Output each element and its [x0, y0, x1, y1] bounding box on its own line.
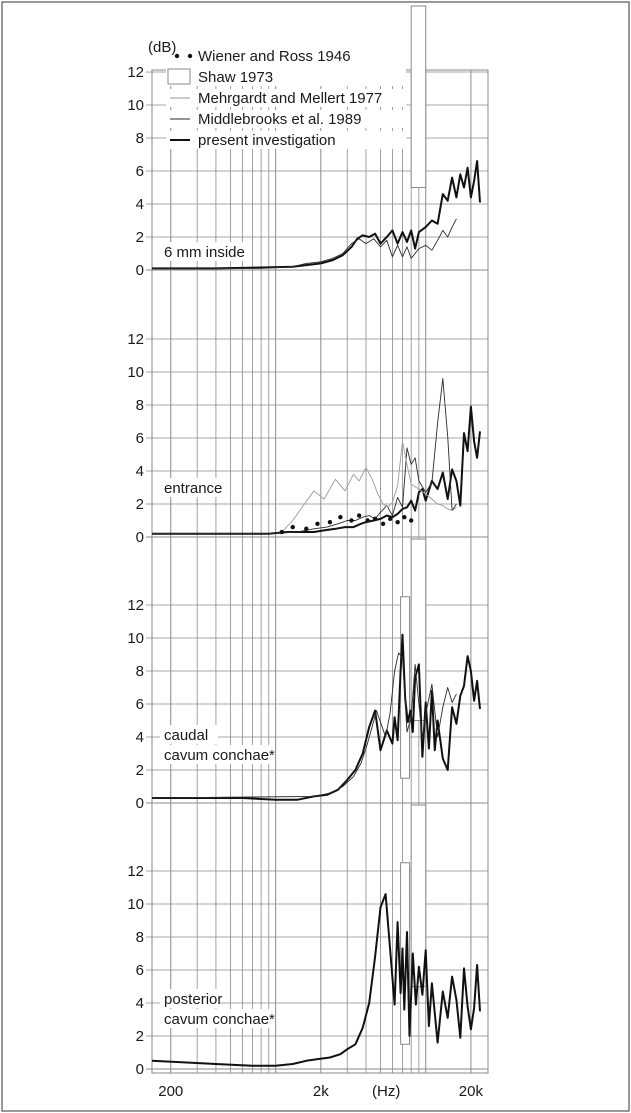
y-tick-label: 2	[136, 762, 144, 779]
wiener-ross-1946-point	[402, 515, 407, 520]
wiener-ross-1946-point	[279, 529, 285, 535]
y-tick-label: 8	[136, 929, 144, 946]
panel-label-background	[160, 242, 251, 261]
y-tick-label: 0	[136, 1061, 144, 1078]
present-line	[152, 160, 481, 270]
legend-entry-background	[166, 110, 406, 128]
y-tick-label: 2	[136, 229, 144, 246]
y-tick-label: 4	[136, 729, 144, 746]
wiener-ross-1946-point	[356, 513, 362, 518]
panel-label: cavum conchae*	[164, 747, 275, 764]
panel-label: 6 mm inside	[164, 244, 245, 261]
y-axis-unit-label: (dB)	[148, 39, 176, 56]
y-tick-label: 6	[136, 962, 144, 979]
y-tick-label: 10	[127, 364, 144, 381]
wiener-ross-1946-point	[365, 518, 370, 523]
wiener-ross-1946-point	[372, 516, 378, 522]
panel-label-background	[160, 478, 226, 497]
wiener-ross-1946-point	[327, 519, 333, 525]
legend-box-marker	[167, 68, 191, 85]
label-layer: 0 2 4 6 8 10 12 0 2 4 6 8 10 12 0 2 4 6 8 10 12 0 2 4 6 8 10 12 200 2…	[127, 64, 483, 1100]
shaw-1973-box	[400, 862, 411, 1045]
wiener-ross-1946-point	[290, 524, 295, 530]
middlebrooks-line	[152, 378, 457, 535]
wiener-ross-1946-point	[408, 518, 414, 523]
legend-dot-marker	[187, 53, 193, 59]
y-tick-label: 0	[136, 795, 144, 812]
present-line	[152, 405, 481, 535]
y-tick-label: 8	[136, 130, 144, 147]
x-axis-label: (Hz)	[372, 1083, 400, 1100]
legend-entry-background	[166, 47, 406, 65]
y-tick-label: 0	[136, 262, 144, 279]
mehrgardt-line	[281, 440, 457, 533]
wiener-ross-1946-point	[395, 519, 400, 525]
y-tick-label: 4	[136, 995, 144, 1012]
panel-label: entrance	[164, 480, 222, 497]
y-tick-label: 12	[127, 863, 144, 880]
shaw-box-layer	[400, 5, 427, 1045]
grid-layer	[146, 69, 489, 1074]
y-tick-label: 6	[136, 696, 144, 713]
y-tick-label: 4	[136, 196, 144, 213]
panel-label: cavum conchae*	[164, 1011, 275, 1028]
x-tick-label: 200	[158, 1083, 183, 1100]
legend-entry-background	[166, 68, 406, 86]
y-tick-label: 12	[127, 331, 144, 348]
present-line	[151, 893, 481, 1067]
legend-entry-label: Wiener and Ross 1946	[198, 48, 351, 65]
y-tick-label: 8	[136, 397, 144, 414]
wiener-ross-1946-point	[388, 516, 393, 522]
x-tick-label: 20k	[459, 1083, 484, 1100]
legend-dot-marker	[174, 53, 180, 59]
panel-label-background	[160, 725, 218, 744]
shaw-1973-box	[410, 5, 427, 188]
y-tick-label: 12	[127, 597, 144, 614]
panel-label: posterior	[164, 991, 222, 1008]
y-tick-label: 4	[136, 463, 144, 480]
wiener-ross-1946-point	[304, 526, 309, 531]
panel-label-background	[160, 745, 275, 764]
present-line	[152, 633, 481, 801]
y-tick-label: 0	[136, 529, 144, 546]
legend-entry-label: Mehrgardt and Mellert 1977	[198, 90, 382, 107]
y-tick-label: 6	[136, 163, 144, 180]
middlebrooks-line	[152, 218, 457, 269]
legend-entry-background	[166, 89, 406, 107]
series-layer	[151, 160, 481, 1067]
panel-label-background	[160, 989, 218, 1008]
y-tick-label: 8	[136, 663, 144, 680]
y-tick-label: 12	[127, 64, 144, 81]
y-tick-label: 10	[127, 630, 144, 647]
y-tick-label: 10	[127, 896, 144, 913]
legend-entry-label: Shaw 1973	[198, 69, 273, 86]
panel-label: caudal	[164, 727, 208, 744]
wiener-ross-1946-point	[380, 521, 386, 526]
panel-label-background	[160, 1009, 275, 1028]
legend-entry-label: present investigation	[198, 132, 336, 149]
legend-entry-label: Middlebrooks et al. 1989	[198, 111, 361, 128]
wiener-ross-1946-point	[315, 521, 320, 526]
wiener-ross-1946-point	[338, 515, 343, 520]
y-tick-label: 2	[136, 1028, 144, 1045]
middlebrooks-line	[151, 652, 457, 799]
wiener-ross-1946-point	[349, 518, 354, 523]
legend-entry-background	[166, 131, 406, 149]
y-tick-label: 10	[127, 97, 144, 114]
shaw-1973-box	[410, 804, 427, 987]
y-tick-label: 6	[136, 430, 144, 447]
x-tick-label: 2k	[313, 1083, 329, 1100]
legend-layer: Wiener and Ross 1946 Shaw 1973 Mehrgardt a…	[166, 47, 406, 149]
y-tick-label: 2	[136, 496, 144, 513]
